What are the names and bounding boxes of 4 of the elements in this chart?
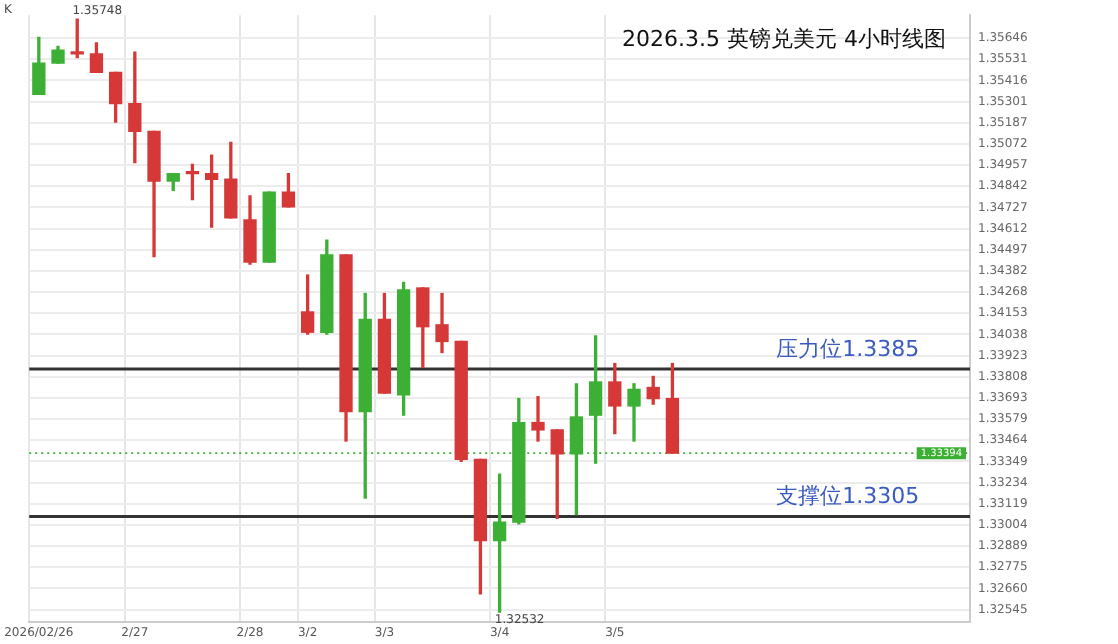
candlestick (531, 396, 545, 442)
text: 2026.3.5 英镑兑美元 4小时线图 (622, 25, 946, 52)
ref-line-label: 支撑位1.3305 (776, 483, 920, 510)
ref-line-label: 压力位1.3385 (776, 335, 920, 362)
